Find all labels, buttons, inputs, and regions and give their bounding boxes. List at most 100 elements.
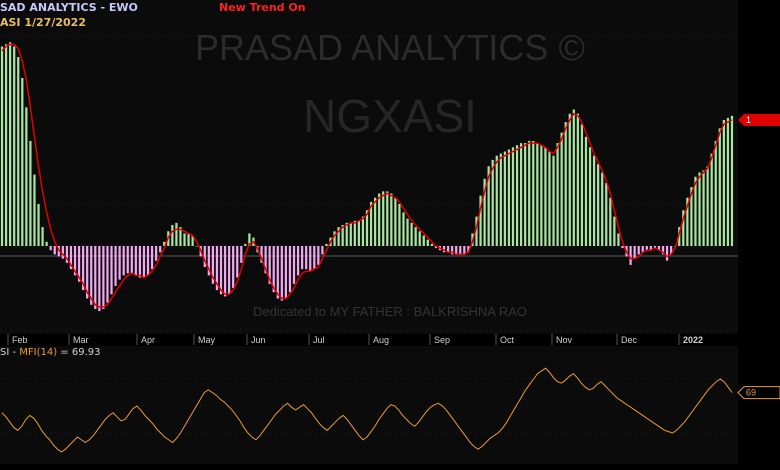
ewo-bar (49, 246, 52, 251)
ewo-bar (374, 197, 377, 246)
ewo-bar (33, 174, 36, 246)
ewo-bar (410, 222, 413, 246)
ewo-bar (678, 227, 681, 246)
ewo-bar (592, 155, 596, 246)
ewo-bar (98, 246, 101, 312)
signal-label: New Trend On (219, 1, 306, 14)
x-axis-tick-label: Jul (313, 335, 325, 345)
ewo-bar (284, 246, 288, 299)
mfi-indicator-label: SI - MFI(14) = 69.93 (0, 347, 101, 358)
ewo-bar (25, 107, 28, 247)
watermark-dedication: Dedicated to MY FATHER : BALKRISHNA RAO (253, 304, 527, 319)
ewo-bar (232, 246, 235, 288)
ewo-bar (556, 143, 559, 246)
ewo-bar (223, 246, 227, 297)
ewo-bar (455, 246, 458, 255)
ewo-bar (487, 166, 490, 246)
x-axis-tick-label: Nov (556, 335, 573, 345)
ewo-bar (337, 227, 340, 246)
ewo-bar (568, 113, 571, 246)
ewo-bar (467, 246, 470, 253)
ewo-bar (0, 46, 4, 246)
ewo-bar (617, 233, 620, 246)
x-axis-tick-label: Oct (500, 335, 515, 345)
ewo-bar (37, 204, 40, 246)
ewo-bar (637, 246, 640, 255)
ewo-bar (248, 233, 251, 246)
ewo-bar (552, 155, 555, 246)
ewo-bar (13, 46, 16, 246)
ewo-bar (305, 246, 308, 270)
watermark: PRASAD ANALYTICS © NGXASI Dedicated to M… (195, 27, 585, 319)
mfi-value-marker: 69 (737, 386, 780, 400)
ewo-bar (601, 172, 604, 246)
ewo-bar (301, 246, 304, 270)
ewo-bar (564, 122, 567, 246)
ewo-bar (613, 216, 616, 246)
ewo-bar (378, 193, 381, 246)
ewo-bar (41, 227, 44, 246)
x-axis-tick-label: May (198, 335, 216, 345)
x-axis-tick-label: Feb (12, 335, 28, 345)
ewo-bar (641, 246, 644, 253)
ewo-bar (426, 239, 429, 246)
ewo-bar (207, 246, 210, 276)
ewo-bar (341, 225, 344, 246)
symbol-date: ASI 1/27/2022 (0, 16, 86, 29)
ewo-bar (536, 143, 539, 246)
mfi-value-marker-shape (737, 386, 780, 400)
ewo-bar (714, 141, 717, 246)
ewo-bar (430, 243, 433, 246)
ewo-bar (422, 235, 425, 246)
ewo-bar (150, 246, 154, 270)
ewo-bar (491, 159, 494, 246)
ewo-bar (605, 183, 608, 246)
ewo-bar (114, 246, 117, 286)
ewo-bar (463, 246, 466, 255)
ewo-bar (718, 128, 721, 246)
watermark-brand: PRASAD ANALYTICS © (195, 27, 585, 68)
x-axis-tick-label: Apr (141, 335, 155, 345)
ewo-bar (726, 117, 730, 247)
ewo-bar (191, 235, 194, 246)
ewo-bar (353, 220, 356, 246)
ewo-bar (349, 222, 352, 246)
ewo-bar (134, 246, 137, 276)
ewo-bar (146, 246, 150, 276)
ewo-bar (4, 44, 8, 247)
ewo-bar (532, 141, 535, 246)
ewo-bar (382, 191, 385, 246)
ewo-bar (730, 115, 734, 246)
ewo-bar (402, 212, 405, 246)
ewo-bar (219, 246, 223, 295)
ewo-bar (414, 227, 417, 246)
ewo-bar (710, 153, 713, 246)
ewo-bar (240, 246, 243, 263)
ewo-bar (479, 195, 482, 246)
ewo-bar (446, 246, 450, 253)
upper-panel (0, 0, 738, 334)
ewo-bar (633, 246, 636, 259)
ewo-bar (540, 145, 543, 246)
ewo-bar (702, 170, 705, 246)
ewo-bar (698, 172, 701, 246)
ewo-bar (187, 233, 190, 246)
ewo-bar (451, 246, 454, 255)
chart-title: SAD ANALYTICS - EWO (0, 1, 138, 14)
ewo-value-marker-text: 1 (746, 115, 751, 125)
ewo-bar (418, 231, 421, 246)
x-axis-labels: Feb Mar Apr May Jun Jul Aug Sep Oct Nov Dec 2022 (7, 334, 703, 345)
ewo-bar (228, 246, 231, 295)
ewo-bar (588, 147, 592, 246)
ewo-bars (0, 42, 734, 312)
ewo-bar (276, 246, 279, 299)
ewo-bar (317, 246, 320, 265)
ewo-bar (333, 231, 336, 246)
ewo-bar (621, 246, 624, 249)
ewo-bar (499, 153, 502, 246)
x-axis-tick-label: Aug (373, 335, 389, 345)
ewo-bar (138, 246, 142, 278)
ewo-bar (597, 164, 600, 246)
ewo-bar (645, 246, 648, 251)
ewo-bar (195, 246, 198, 247)
